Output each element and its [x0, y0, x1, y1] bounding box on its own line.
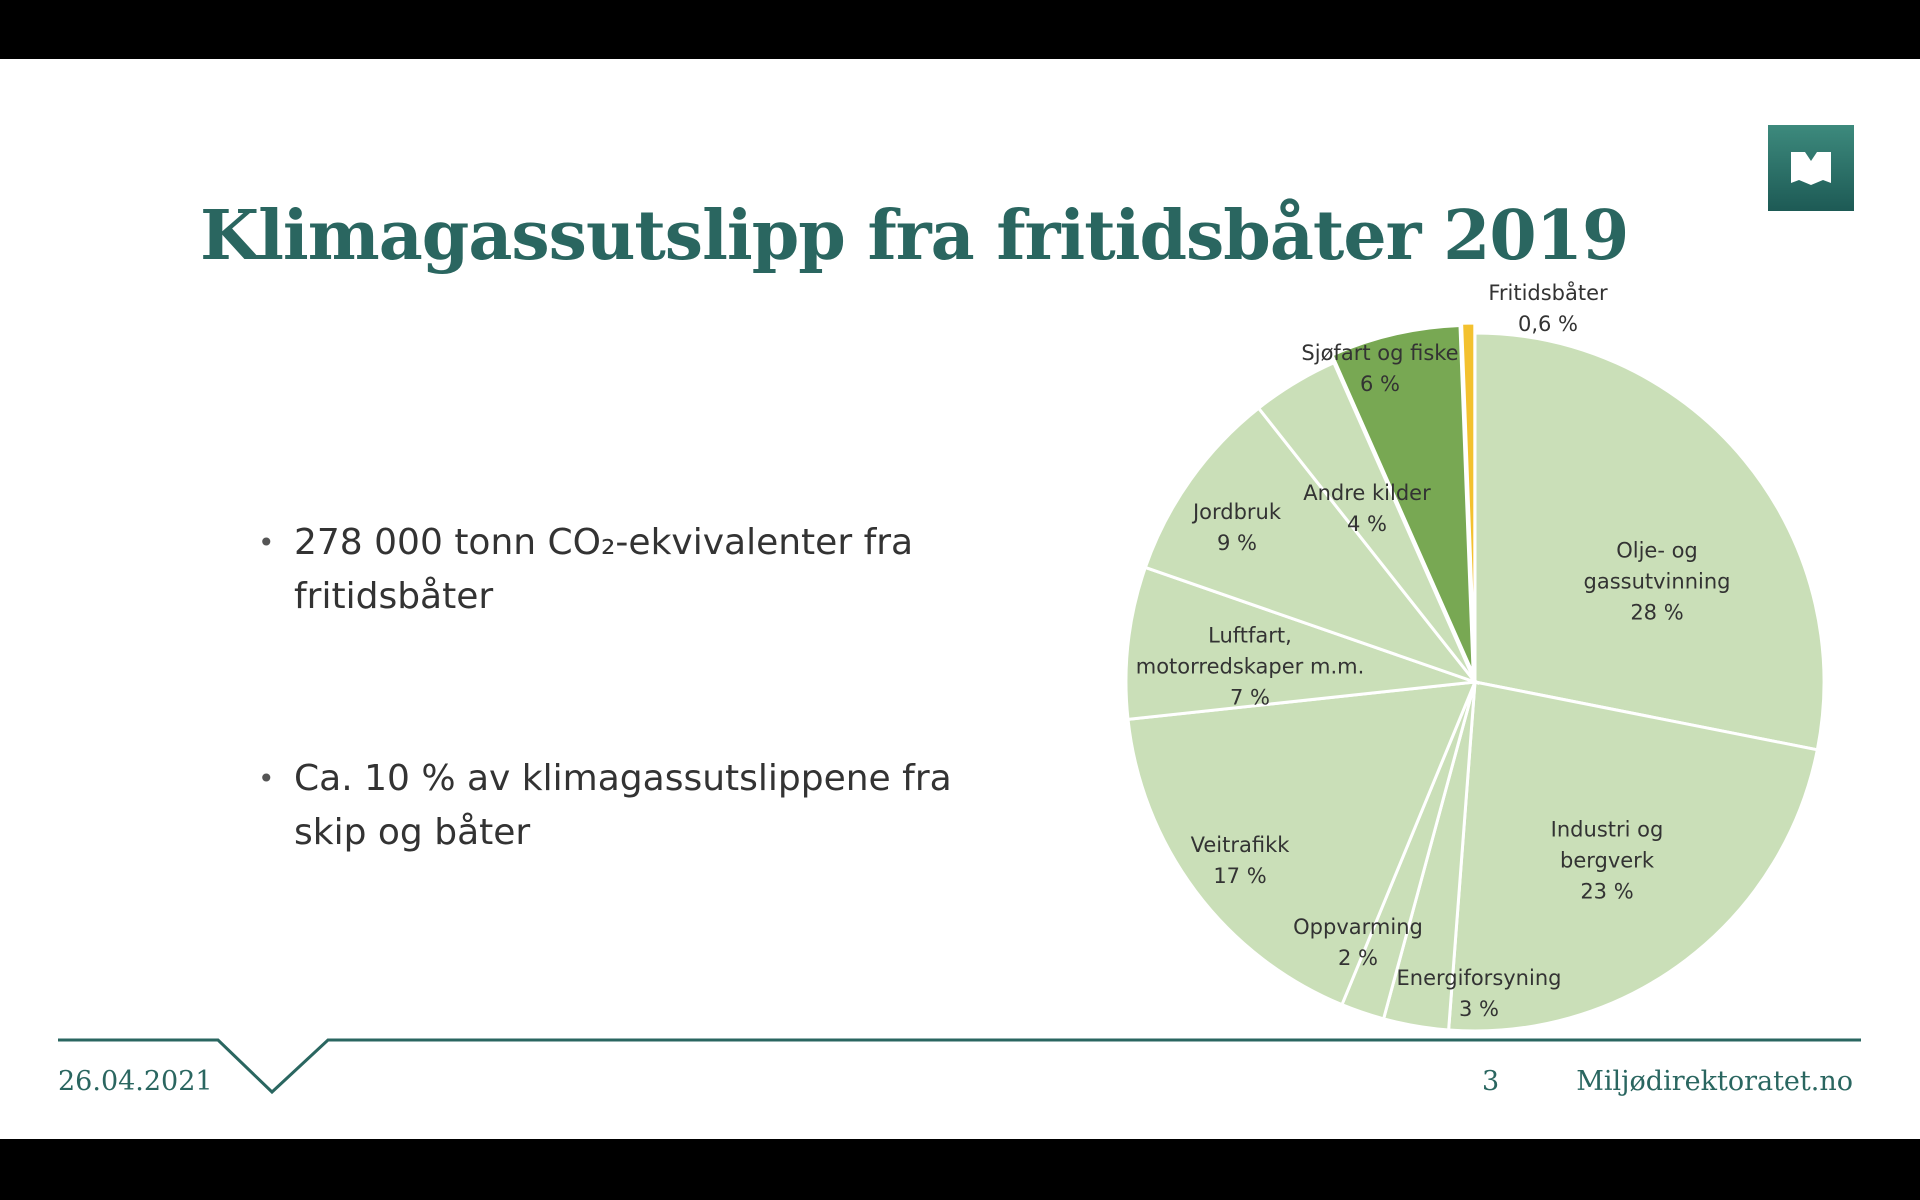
pie-slice — [1143, 406, 1480, 686]
slice-label: Jordbruk 9 % — [1193, 497, 1281, 559]
footer-line — [58, 1038, 1861, 1095]
slice-category: Fritidsbåter — [1488, 281, 1608, 305]
slice-label: Oppvarming 2 % — [1293, 912, 1423, 974]
slice-value: 23 % — [1580, 879, 1634, 904]
pie-slice — [1447, 680, 1820, 1033]
slice-value: 0,6 % — [1517, 312, 1579, 336]
slice-category: Sjøfart og fiske — [1301, 341, 1459, 365]
slice-label: Fritidsbåter 0,6 % — [1488, 278, 1607, 340]
slice-label: Sjøfart og fiske 6 % — [1301, 338, 1458, 400]
slice-label: Luftfart, motorredskaper m.m. 7 % — [1136, 621, 1365, 714]
slice-label: Industri og bergverk 23 % — [1551, 815, 1664, 908]
slice-label: Andre kilder 4 % — [1303, 478, 1431, 540]
pie-slice — [1124, 565, 1476, 722]
slice-value: 6 % — [1359, 372, 1400, 396]
slice-category: Energiforsyning — [1396, 966, 1562, 990]
slice-value: 17 % — [1213, 864, 1267, 888]
pie-slice — [1126, 680, 1478, 1007]
slice-value: 4 % — [1347, 512, 1387, 536]
slice-value: 9 % — [1216, 531, 1257, 555]
page-number: 3 — [1482, 1066, 1500, 1097]
pie-slice — [1330, 323, 1475, 675]
logo — [1768, 125, 1854, 211]
slice-category: Oppvarming — [1293, 915, 1423, 939]
slice-label: Olje- og gassutvinning 28 % — [1584, 536, 1731, 629]
slice-label: Veitrafikk 17 % — [1191, 830, 1290, 892]
slice-label: Energiforsyning 3 % — [1397, 963, 1562, 1025]
bullet: Ca. 10 % av klimagassutslippene fra skip… — [258, 752, 994, 860]
slice-category: Veitrafikk — [1190, 833, 1290, 857]
slice-category: Jordbruk — [1192, 500, 1282, 524]
slide-title: Klimagassutslipp fra fritidsbåter 2019 — [200, 196, 1629, 276]
bullet: 278 000 tonn CO₂-ekvivalenter fra fritid… — [258, 516, 994, 624]
pie-slice — [1256, 360, 1477, 683]
slice-value: 2 % — [1338, 946, 1378, 970]
slice-category: Andre kilder — [1303, 481, 1431, 505]
footer-date: 26.04.2021 — [58, 1066, 213, 1097]
slice-value: 28 % — [1630, 600, 1684, 625]
footer-site: Miljødirektoratet.no — [1576, 1066, 1853, 1097]
slice-value: 3 % — [1459, 997, 1499, 1021]
top-bar — [0, 0, 1920, 59]
slice-category: Olje- og gassutvinning — [1583, 538, 1731, 594]
slice-category: Industri og bergverk — [1550, 817, 1664, 873]
pie-slice — [1473, 331, 1826, 752]
pie-slice — [1460, 321, 1477, 673]
bottom-bar — [0, 1139, 1920, 1200]
slice-category: Luftfart, motorredskaper m.m. — [1135, 623, 1365, 679]
slice-value: 7 % — [1230, 685, 1270, 710]
bullet-list: 278 000 tonn CO₂-ekvivalenter fra fritid… — [250, 516, 994, 988]
